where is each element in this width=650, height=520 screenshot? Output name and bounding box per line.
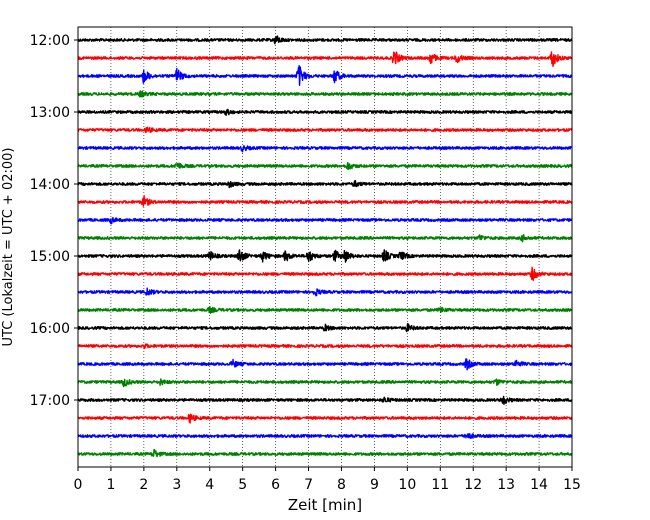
trace-line bbox=[77, 448, 573, 458]
x-tick-label: 0 bbox=[74, 477, 83, 493]
grid-lines bbox=[110, 27, 540, 467]
x-tick-label: 14 bbox=[530, 477, 548, 493]
plot-frame bbox=[77, 26, 573, 468]
trace-line bbox=[77, 216, 573, 225]
trace-line bbox=[77, 108, 573, 116]
y-axis: 12:00 13:00 14:00 15:00 16:00 17:00 bbox=[30, 33, 78, 409]
x-tick-label: 9 bbox=[370, 477, 379, 493]
y-axis-label: UTC (Lokalzeit = UTC + 02:00) bbox=[1, 148, 16, 347]
y-tick-label: 13:00 bbox=[30, 105, 70, 121]
y-tick-label: 17:00 bbox=[30, 393, 70, 409]
trace-line bbox=[77, 249, 573, 263]
trace-line bbox=[77, 194, 573, 207]
trace-line bbox=[77, 305, 573, 315]
trace-line bbox=[77, 358, 573, 371]
y-tick-label: 14:00 bbox=[30, 177, 70, 193]
trace-line bbox=[77, 51, 573, 68]
trace-line bbox=[77, 413, 573, 424]
x-tick-label: 5 bbox=[238, 477, 247, 493]
x-tick-label: 1 bbox=[106, 477, 115, 493]
y-tick-label: 16:00 bbox=[30, 321, 70, 337]
trace-line bbox=[77, 323, 573, 333]
x-tick-label: 15 bbox=[563, 477, 581, 493]
trace-line bbox=[77, 343, 573, 350]
trace-line bbox=[77, 378, 573, 388]
x-tick-label: 12 bbox=[464, 477, 482, 493]
trace-group bbox=[77, 35, 573, 458]
x-tick-label: 13 bbox=[497, 477, 515, 493]
trace-line bbox=[77, 35, 573, 45]
x-tick-label: 7 bbox=[304, 477, 313, 493]
trace-line bbox=[77, 433, 573, 439]
y-tick-label: 12:00 bbox=[30, 33, 70, 49]
x-tick-label: 2 bbox=[139, 477, 148, 493]
trace-line bbox=[77, 90, 573, 98]
trace-line bbox=[77, 287, 573, 297]
x-axis-label: Zeit [min] bbox=[288, 496, 362, 514]
trace-line bbox=[77, 266, 573, 281]
trace-line bbox=[77, 64, 573, 86]
trace-line bbox=[77, 395, 573, 405]
x-tick-label: 3 bbox=[172, 477, 181, 493]
trace-line bbox=[77, 161, 573, 171]
trace-line bbox=[77, 179, 573, 189]
x-tick-label: 10 bbox=[398, 477, 416, 493]
trace-line bbox=[77, 126, 573, 134]
y-tick-label: 15:00 bbox=[30, 249, 70, 265]
x-axis: 0 1 2 3 4 5 6 7 8 9 10 11 12 13 14 15 bbox=[74, 467, 581, 493]
x-tick-label: 6 bbox=[271, 477, 280, 493]
x-tick-label: 8 bbox=[337, 477, 346, 493]
trace-line bbox=[77, 145, 573, 153]
trace-line bbox=[77, 234, 573, 243]
x-tick-label: 4 bbox=[205, 477, 214, 493]
x-tick-label: 11 bbox=[431, 477, 449, 493]
